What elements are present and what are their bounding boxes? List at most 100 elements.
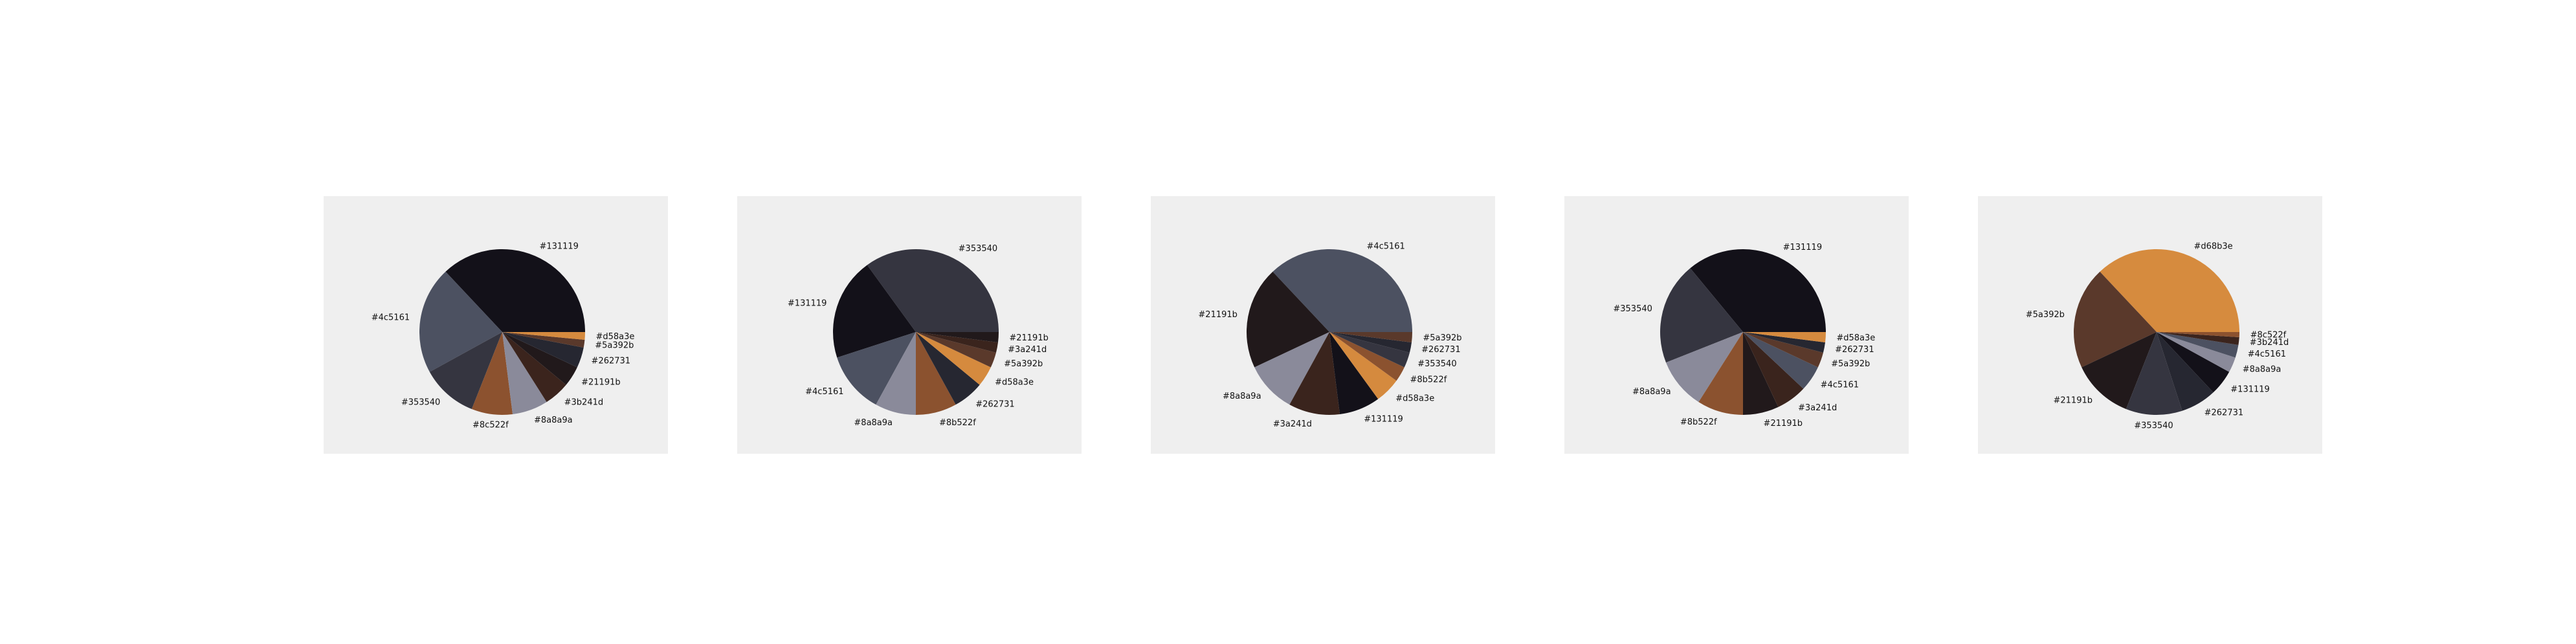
pie-slice-353540 (429, 332, 502, 410)
pie-slice-label: #5a392b (1831, 359, 1870, 369)
pie-slice-label: #131119 (539, 241, 579, 251)
pie-slice-d58a3e (1329, 332, 1397, 399)
pie-slice-label: #8a8a9a (1223, 392, 1261, 401)
pie-panel-2: #353540 #131119 #4c5161 #8a8a9a #8b522f #2627… (737, 196, 1082, 454)
pie-slice-label: #8b522f (1410, 375, 1447, 385)
pie-slice-d68b3e (2100, 249, 2239, 332)
pie-slice-label: #353540 (401, 398, 441, 408)
pie-slice-21191b (1743, 332, 1779, 415)
pie-slice-3a241d (916, 332, 998, 353)
pie-slice-d58a3e (916, 332, 991, 385)
pie-slice-5a392b (1329, 332, 1412, 343)
pie-slice-3a241d (1289, 332, 1340, 415)
pie-slice-8b522f (1329, 332, 1405, 381)
pie-slice-label: #5a392b (2026, 310, 2065, 320)
pie-slice-8a8a9a (2157, 332, 2236, 372)
pie-slice-label: #8a8a9a (534, 416, 573, 425)
pie-slice-label: #353540 (1613, 304, 1652, 314)
pie-slice-label: #3a241d (1273, 419, 1312, 429)
pie-slice-8b522f (1698, 332, 1743, 415)
pie-slice-label: #3b241d (2250, 338, 2289, 348)
pie-slice-131119 (832, 265, 916, 358)
pie-slice-label: #4c5161 (1821, 380, 1859, 390)
pie-slice-label: #262731 (592, 357, 631, 366)
pie-slice-label: #3a241d (1008, 345, 1047, 355)
pie-slice-21191b (502, 332, 577, 385)
pie-slice-label: #3a241d (1798, 403, 1837, 413)
pie-slice-label: #131119 (1364, 414, 1403, 424)
pie-slice-label: #d68b3e (2193, 241, 2232, 251)
pie-slice-353540 (867, 249, 999, 332)
pie-slice-262731 (502, 332, 584, 368)
pie-slice-4c5161 (419, 271, 502, 372)
pie-slice-3b241d (2157, 332, 2239, 346)
pie-slice-8c522f (471, 332, 513, 415)
pie-slice-label: #4c5161 (372, 313, 410, 322)
pie-slice-label: #21191b (1198, 310, 1238, 320)
pie-slice-label: #5a392b (1004, 359, 1043, 369)
pie-slice-label: #262731 (975, 399, 1015, 409)
pie-slice-label: #8a8a9a (1632, 387, 1671, 397)
pie-slice-label: #d58a3e (995, 378, 1034, 388)
pie-slice-5a392b (502, 332, 585, 348)
pie-slice-3b241d (502, 332, 566, 403)
pie-slice-5a392b (2073, 271, 2157, 368)
pie-slice-4c5161 (1272, 249, 1412, 332)
pie-slice-label: #262731 (2204, 408, 2244, 418)
pie-slice-label: #8b522f (1680, 417, 1717, 427)
pie-slice-262731 (1743, 332, 1825, 353)
pie-slice-8a8a9a (502, 332, 547, 414)
pie-slice-label: #262731 (1421, 345, 1461, 355)
pie-slice-8a8a9a (876, 332, 916, 415)
pie-slice-label: #8c522f (2250, 331, 2287, 340)
pie-slice-131119 (1329, 332, 1379, 414)
pie-slice-label: #21191b (1009, 333, 1049, 343)
pie-slice-8a8a9a (1665, 332, 1743, 403)
pie-slice-21191b (1246, 271, 1329, 368)
pie-slice-262731 (916, 332, 980, 405)
pie-slice-label: #353540 (2134, 421, 2173, 431)
pie-slice-262731 (2157, 332, 2214, 411)
pie-slice-label: #21191b (2053, 395, 2093, 405)
pie-slice-d58a3e (502, 332, 585, 340)
pie-slice-label: #353540 (1417, 359, 1457, 369)
pie-slice-label: #131119 (2230, 385, 2270, 395)
pie-slice-21191b (2082, 332, 2157, 410)
pie-panel-1: #131119 #4c5161 #353540 #8c522f #8a8a9a #3b24… (324, 196, 668, 454)
pie-slice-label: #d58a3e (595, 332, 634, 342)
pie-slice-131119 (2157, 332, 2230, 393)
pie-slice-label: #d58a3e (1395, 394, 1434, 403)
pie-slice-5a392b (916, 332, 996, 368)
pie-slice-label: #d58a3e (1836, 333, 1875, 343)
pie-slice-5a392b (1743, 332, 1823, 368)
pie-panel-3: #4c5161 #21191b #8a8a9a #3a241d #131119 #d58a… (1151, 196, 1495, 454)
pie-slice-label: #3b241d (564, 398, 603, 408)
pie-slice-262731 (1329, 332, 1412, 353)
pie-slice-label: #353540 (959, 244, 998, 254)
pie-slice-label: #8a8a9a (2243, 364, 2282, 374)
pie-slice-131119 (1690, 249, 1826, 332)
pie-slice-label: #131119 (788, 298, 827, 308)
pie-slice-8a8a9a (1254, 332, 1329, 405)
pie-slice-131119 (445, 249, 585, 332)
pie-slice-label: #5a392b (1423, 333, 1461, 343)
pie-slice-4c5161 (837, 332, 916, 405)
pie-slice-label: #5a392b (595, 340, 634, 350)
pie-slice-21191b (916, 332, 999, 343)
pie-slice-4c5161 (1743, 332, 1818, 389)
pie-slice-label: #21191b (581, 378, 621, 388)
pie-slice-label: #262731 (1835, 345, 1874, 355)
pie-slice-4c5161 (2157, 332, 2239, 358)
pie-slice-353540 (1660, 268, 1743, 363)
pie-slice-8b522f (916, 332, 956, 415)
pie-slice-d58a3e (1743, 332, 1826, 343)
pie-slice-label: #4c5161 (1366, 241, 1405, 251)
pie-panel-4: #131119 #353540 #8a8a9a #8b522f #21191b #3a24… (1564, 196, 1909, 454)
pie-slice-8c522f (2157, 332, 2239, 338)
pie-slice-label: #8a8a9a (854, 418, 893, 428)
pie-slice-353540 (2126, 332, 2182, 416)
pie-slice-label: #4c5161 (2248, 350, 2286, 359)
pie-slice-label: #131119 (1783, 243, 1823, 252)
pie-slice-353540 (1329, 332, 1410, 368)
